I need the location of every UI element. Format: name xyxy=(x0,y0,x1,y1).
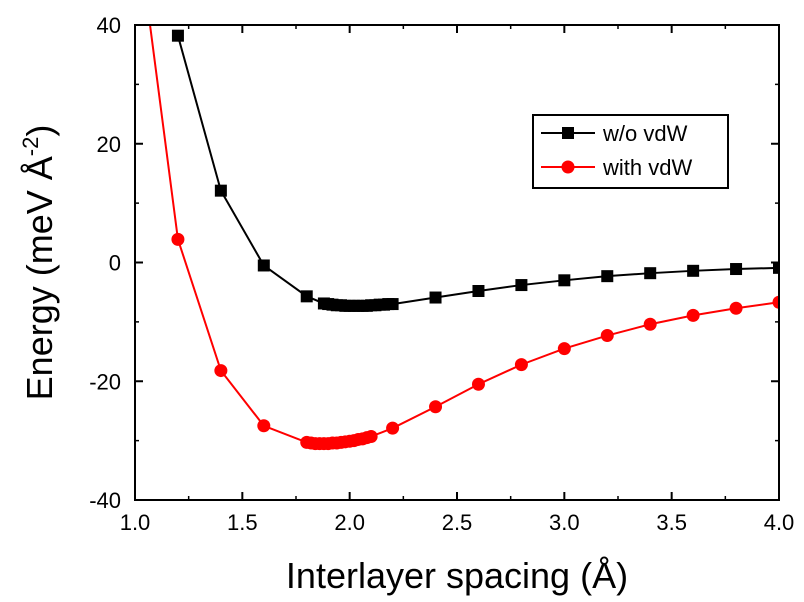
data-point xyxy=(257,419,271,433)
y-tick-label: 40 xyxy=(97,13,121,38)
plot-area xyxy=(149,25,779,451)
data-point xyxy=(471,377,485,391)
legend-marker xyxy=(562,127,574,139)
data-point xyxy=(364,429,378,443)
y-axis-title-superscript: -2 xyxy=(18,137,43,157)
legend-label: with vdW xyxy=(602,155,692,180)
data-point xyxy=(730,263,743,276)
x-tick-label: 3.0 xyxy=(549,510,580,535)
data-point xyxy=(429,291,442,304)
y-axis-title-main: Energy (meV Å xyxy=(19,156,60,400)
data-point xyxy=(300,290,313,303)
legend-marker xyxy=(561,160,575,174)
axes: 1.0 1.5 2.0 2.5 3.0 3.5 4.0 -40 -20 0 20 40 xyxy=(89,13,794,535)
data-point xyxy=(514,358,528,372)
x-tick-label: 1.5 xyxy=(227,510,258,535)
data-point xyxy=(729,301,743,315)
data-point xyxy=(429,400,443,414)
y-tick-label: -20 xyxy=(89,369,121,394)
legend-label: w/o vdW xyxy=(602,121,688,146)
data-point xyxy=(772,295,779,309)
x-tick-label: 2.5 xyxy=(442,510,473,535)
data-point xyxy=(644,267,657,280)
x-tick-label: 2.0 xyxy=(334,510,365,535)
data-point xyxy=(686,308,700,322)
y-tick-label: 20 xyxy=(97,132,121,157)
data-point xyxy=(386,298,399,311)
legend: w/o vdW with vdW xyxy=(532,114,729,189)
y-tick-label: -40 xyxy=(89,488,121,513)
data-point xyxy=(601,270,614,283)
y-tick-label: 0 xyxy=(109,251,121,276)
data-point xyxy=(472,285,485,297)
x-tick-label: 3.5 xyxy=(656,510,687,535)
y-axis-title-close: ) xyxy=(19,125,60,137)
data-point xyxy=(643,317,657,331)
data-point xyxy=(171,232,185,246)
data-point xyxy=(214,184,227,197)
axes-frame xyxy=(134,24,780,501)
data-point xyxy=(600,329,614,343)
data-point xyxy=(557,342,571,356)
data-point xyxy=(171,29,184,42)
x-tick-label: 4.0 xyxy=(764,510,795,535)
data-point xyxy=(214,364,228,378)
data-point xyxy=(558,274,571,287)
series-line-with-vdw xyxy=(149,25,779,445)
x-tick-label: 1.0 xyxy=(120,510,151,535)
data-point xyxy=(386,421,400,435)
data-point xyxy=(687,264,700,277)
y-axis-title: Energy (meV Å-2) xyxy=(18,125,60,401)
data-point xyxy=(515,279,528,292)
data-point xyxy=(773,261,779,274)
x-axis-title: Interlayer spacing (Å) xyxy=(286,555,628,596)
data-point xyxy=(257,259,270,272)
